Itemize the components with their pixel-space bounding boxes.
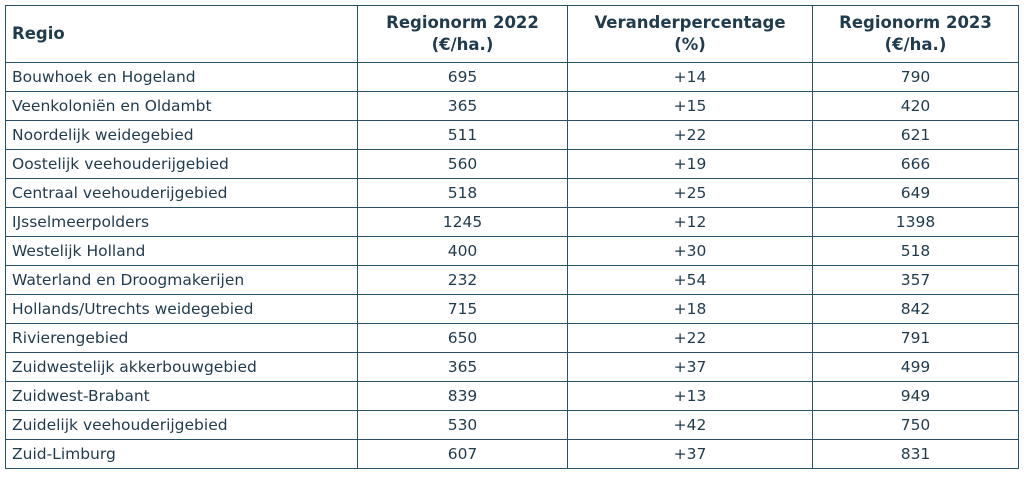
cell-region: Zuidwest-Brabant	[5, 381, 358, 411]
cell-region: Waterland en Droogmakerijen	[5, 265, 358, 295]
table-row: Bouwhoek en Hogeland 695 +14 790	[5, 62, 1019, 92]
cell-norm-2022: 650	[357, 323, 568, 353]
cell-norm-2023: 1398	[812, 207, 1019, 237]
cell-change-pct: +42	[567, 410, 813, 440]
cell-norm-2022: 839	[357, 381, 568, 411]
table-body: Bouwhoek en Hogeland 695 +14 790 Veenkol…	[5, 62, 1019, 469]
header-regionorm-2022: Regionorm 2022 (€/ha.)	[357, 5, 568, 63]
cell-norm-2022: 695	[357, 62, 568, 92]
cell-norm-2022: 365	[357, 91, 568, 121]
cell-region: Oostelijk veehouderijgebied	[5, 149, 358, 179]
header-regionorm-2023-line2: (€/ha.)	[884, 35, 947, 54]
header-regionorm-2023-line1: Regionorm 2023	[839, 13, 992, 32]
cell-norm-2022: 607	[357, 439, 568, 469]
cell-norm-2023: 357	[812, 265, 1019, 295]
cell-norm-2022: 560	[357, 149, 568, 179]
cell-norm-2023: 666	[812, 149, 1019, 179]
cell-norm-2023: 949	[812, 381, 1019, 411]
cell-region: Zuid-Limburg	[5, 439, 358, 469]
header-regio-label: Regio	[12, 24, 65, 43]
cell-change-pct: +30	[567, 236, 813, 266]
cell-norm-2023: 649	[812, 178, 1019, 208]
cell-region: IJsselmeerpolders	[5, 207, 358, 237]
cell-norm-2023: 791	[812, 323, 1019, 353]
cell-change-pct: +22	[567, 323, 813, 353]
cell-norm-2023: 790	[812, 62, 1019, 92]
header-regionorm-2022-line2: (€/ha.)	[431, 35, 494, 54]
cell-change-pct: +37	[567, 352, 813, 382]
cell-change-pct: +25	[567, 178, 813, 208]
cell-change-pct: +14	[567, 62, 813, 92]
cell-change-pct: +15	[567, 91, 813, 121]
table-row: Oostelijk veehouderijgebied 560 +19 666	[5, 149, 1019, 179]
table-row: Centraal veehouderijgebied 518 +25 649	[5, 178, 1019, 208]
cell-region: Centraal veehouderijgebied	[5, 178, 358, 208]
header-regio: Regio	[5, 5, 358, 63]
table-row: Veenkoloniën en Oldambt 365 +15 420	[5, 91, 1019, 121]
table-row: Noordelijk weidegebied 511 +22 621	[5, 120, 1019, 150]
header-regionorm-2022-line1: Regionorm 2022	[386, 13, 539, 32]
cell-region: Bouwhoek en Hogeland	[5, 62, 358, 92]
header-regionorm-2023: Regionorm 2023 (€/ha.)	[812, 5, 1019, 63]
table-row: Hollands/Utrechts weidegebied 715 +18 84…	[5, 294, 1019, 324]
cell-change-pct: +37	[567, 439, 813, 469]
cell-norm-2022: 518	[357, 178, 568, 208]
cell-region: Hollands/Utrechts weidegebied	[5, 294, 358, 324]
cell-norm-2023: 518	[812, 236, 1019, 266]
cell-norm-2022: 1245	[357, 207, 568, 237]
cell-region: Zuidwestelijk akkerbouwgebied	[5, 352, 358, 382]
cell-norm-2022: 530	[357, 410, 568, 440]
header-row: Regio Regionorm 2022 (€/ha.) Veranderper…	[5, 5, 1019, 63]
cell-region: Noordelijk weidegebied	[5, 120, 358, 150]
regionorm-table: Regio Regionorm 2022 (€/ha.) Veranderper…	[5, 5, 1019, 469]
table-header: Regio Regionorm 2022 (€/ha.) Veranderper…	[5, 5, 1019, 63]
cell-change-pct: +22	[567, 120, 813, 150]
table-row: Zuidelijk veehouderijgebied 530 +42 750	[5, 410, 1019, 440]
cell-norm-2023: 420	[812, 91, 1019, 121]
table-row: Zuidwestelijk akkerbouwgebied 365 +37 49…	[5, 352, 1019, 382]
table-container: Regio Regionorm 2022 (€/ha.) Veranderper…	[5, 5, 1019, 469]
cell-norm-2023: 750	[812, 410, 1019, 440]
table-row: Waterland en Droogmakerijen 232 +54 357	[5, 265, 1019, 295]
cell-norm-2022: 511	[357, 120, 568, 150]
cell-region: Rivierengebied	[5, 323, 358, 353]
cell-norm-2022: 715	[357, 294, 568, 324]
cell-change-pct: +54	[567, 265, 813, 295]
cell-region: Zuidelijk veehouderijgebied	[5, 410, 358, 440]
cell-change-pct: +13	[567, 381, 813, 411]
cell-change-pct: +12	[567, 207, 813, 237]
header-veranderpercentage-line1: Veranderpercentage	[594, 13, 786, 32]
cell-norm-2023: 831	[812, 439, 1019, 469]
table-row: Zuidwest-Brabant 839 +13 949	[5, 381, 1019, 411]
header-veranderpercentage-line2: (%)	[674, 35, 706, 54]
cell-change-pct: +19	[567, 149, 813, 179]
cell-change-pct: +18	[567, 294, 813, 324]
cell-norm-2023: 621	[812, 120, 1019, 150]
header-veranderpercentage: Veranderpercentage (%)	[567, 5, 813, 63]
cell-norm-2023: 842	[812, 294, 1019, 324]
table-row: Zuid-Limburg 607 +37 831	[5, 439, 1019, 469]
table-row: Rivierengebied 650 +22 791	[5, 323, 1019, 353]
cell-region: Veenkoloniën en Oldambt	[5, 91, 358, 121]
table-row: Westelijk Holland 400 +30 518	[5, 236, 1019, 266]
cell-region: Westelijk Holland	[5, 236, 358, 266]
cell-norm-2023: 499	[812, 352, 1019, 382]
cell-norm-2022: 365	[357, 352, 568, 382]
cell-norm-2022: 232	[357, 265, 568, 295]
cell-norm-2022: 400	[357, 236, 568, 266]
table-row: IJsselmeerpolders 1245 +12 1398	[5, 207, 1019, 237]
